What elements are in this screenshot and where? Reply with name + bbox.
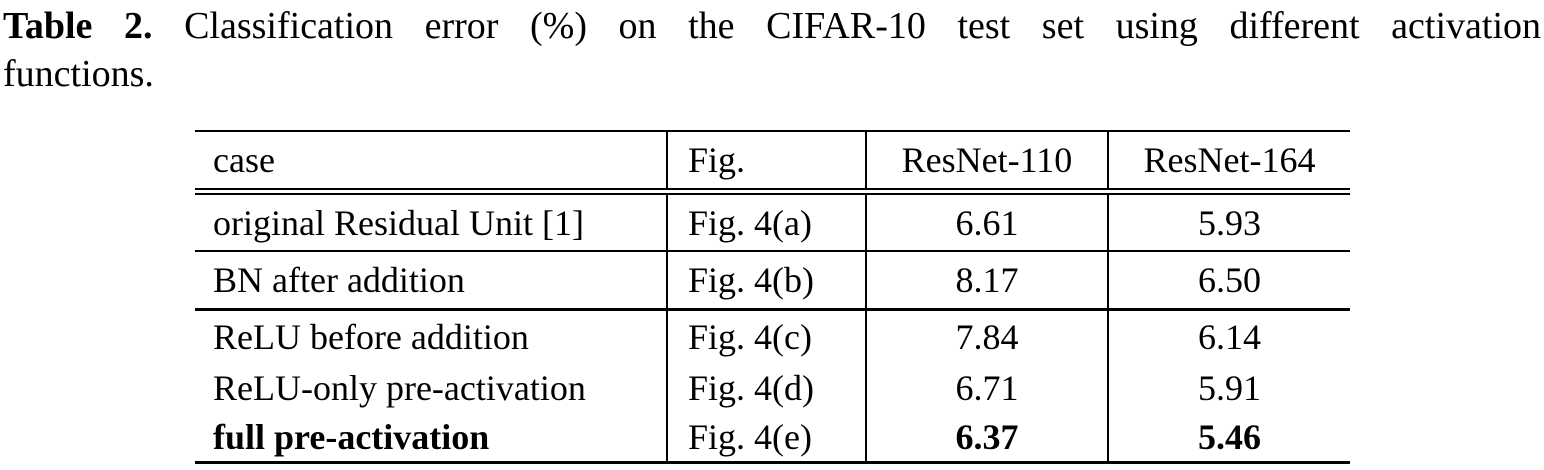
cell-case: original Residual Unit [1] (195, 191, 668, 252)
caption-line-2: functions. (3, 53, 154, 95)
column-header-fig: Fig. (667, 130, 867, 195)
cell-fig: Fig. 4(e) (667, 413, 867, 464)
cell-resnet110: 6.61 (866, 191, 1109, 252)
cell-case: full pre-activation (195, 413, 668, 464)
cell-resnet164: 5.46 (1108, 413, 1350, 464)
column-header-resnet110: ResNet-110 (866, 130, 1109, 195)
cell-fig: Fig. 4(a) (667, 191, 867, 252)
cell-fig: Fig. 4(d) (667, 362, 867, 413)
cell-resnet110: 8.17 (866, 251, 1109, 311)
column-header-resnet164: ResNet-164 (1108, 130, 1350, 195)
results-table: case Fig. ResNet-110 ResNet-164 original… (195, 130, 1350, 464)
cell-resnet110: 7.84 (866, 309, 1109, 362)
table-row: ReLU before addition Fig. 4(c) 7.84 6.14 (195, 309, 1350, 362)
results-table-container: case Fig. ResNet-110 ResNet-164 original… (195, 130, 1350, 464)
caption-line-1: Table 2. Classification error (%) on the… (3, 2, 1541, 50)
cell-resnet164: 5.91 (1198, 367, 1261, 408)
header-row: case Fig. ResNet-110 ResNet-164 (195, 130, 1350, 195)
caption-label: Table 2. (3, 5, 153, 47)
table-row: original Residual Unit [1] Fig. 4(a) 6.6… (195, 191, 1350, 252)
cell-case: BN after addition (195, 251, 668, 311)
table-caption: Table 2. Classification error (%) on the… (3, 2, 1541, 98)
table-row: BN after addition Fig. 4(b) 8.17 6.50 (195, 251, 1350, 311)
cell-resnet110: 6.37 (866, 413, 1109, 464)
cell-fig: Fig. 4(c) (667, 309, 867, 362)
cell-case: ReLU before addition (195, 309, 668, 362)
table-row-highlighted: full pre-activation Fig. 4(e) 6.37 5.46 (195, 413, 1350, 464)
cell-resnet164: 5.93 (1108, 191, 1350, 252)
caption-text: Classification error (%) on the CIFAR-10… (184, 5, 1542, 47)
table-row: ReLU-only pre-activation Fig. 4(d) 6.71 … (195, 362, 1350, 413)
column-header-case: case (195, 130, 668, 195)
cell-resnet164: 6.50 (1108, 251, 1350, 311)
cell-fig: Fig. 4(b) (667, 251, 867, 311)
cell-case: ReLU-only pre-activation (195, 362, 668, 413)
cell-resnet110: 6.71 (866, 362, 1109, 413)
cell-resnet164: 6.14 (1198, 316, 1261, 357)
